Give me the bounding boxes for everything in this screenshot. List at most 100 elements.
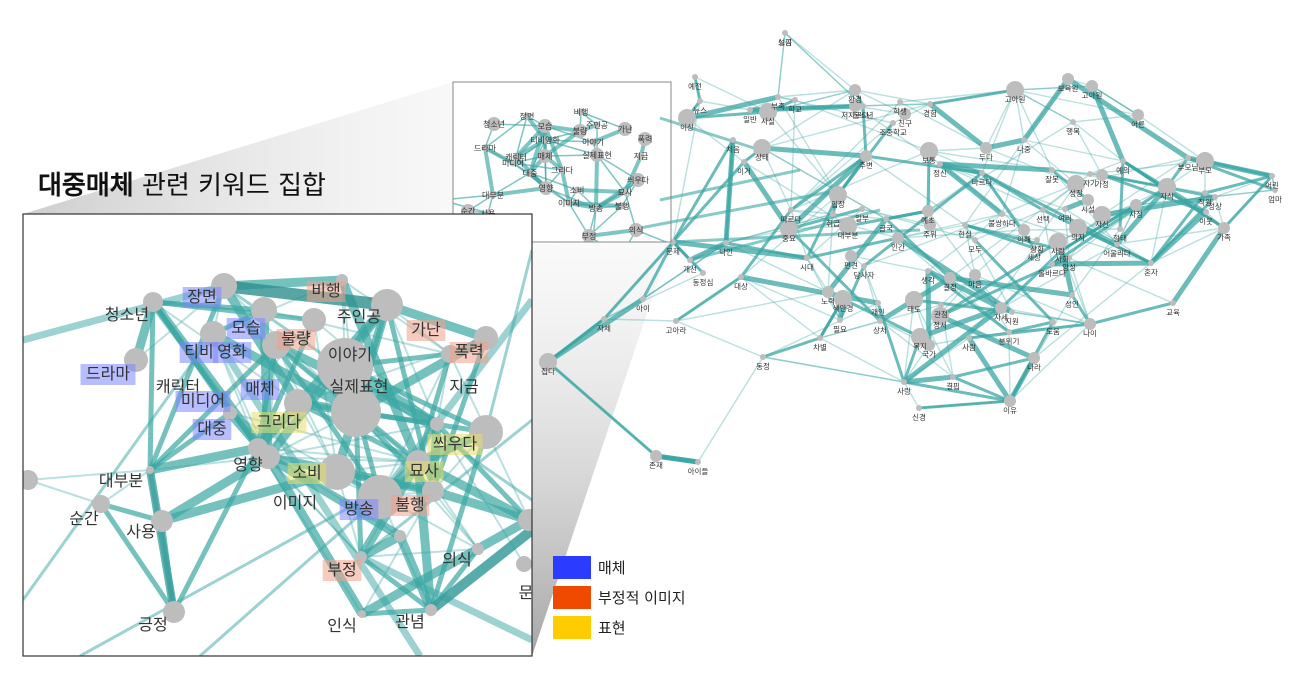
mini-edge-21 bbox=[483, 147, 495, 196]
network-node-97 bbox=[923, 339, 935, 351]
network-label-5: 학생 bbox=[893, 106, 907, 116]
network-node-40 bbox=[1130, 199, 1142, 211]
network-node-22 bbox=[1021, 137, 1027, 143]
zoom-edge-111 bbox=[432, 490, 479, 550]
mini-label-7: 캐릭터 bbox=[505, 152, 527, 162]
network-edge-205 bbox=[642, 242, 727, 300]
network-edge-245 bbox=[927, 269, 1010, 334]
network-edge-330 bbox=[603, 272, 704, 320]
network-node-68 bbox=[687, 257, 693, 263]
network-edge-159 bbox=[981, 172, 1025, 231]
network-label-16: 이상 bbox=[680, 122, 694, 132]
mini-label-29: 의식 bbox=[629, 225, 644, 235]
zoom-label-26: 불행 bbox=[395, 495, 424, 514]
network-label-97: 국가 bbox=[922, 350, 936, 359]
network-edge-160 bbox=[939, 163, 1025, 231]
network-edge-85 bbox=[1051, 169, 1103, 176]
network-edge-185 bbox=[897, 224, 966, 239]
network-label-60: 이웃 bbox=[1199, 216, 1213, 226]
mini-label-21: 묘사 bbox=[618, 188, 633, 197]
mini-node-7 bbox=[512, 153, 520, 161]
network-node-102 bbox=[1028, 352, 1040, 364]
zoom-node-32 bbox=[518, 509, 532, 531]
network-edge-272 bbox=[819, 320, 881, 339]
network-label-95: 차별 bbox=[813, 342, 827, 352]
zoom-edge-5 bbox=[147, 285, 227, 471]
network-label-56: 형태 bbox=[1113, 234, 1127, 243]
network-node-72 bbox=[738, 274, 744, 280]
network-label-9: 뉴스 bbox=[693, 106, 707, 115]
network-edge-169 bbox=[999, 248, 1064, 310]
network-edge-39 bbox=[929, 89, 1016, 105]
network-node-61 bbox=[1218, 222, 1230, 234]
network-edge-195 bbox=[671, 161, 746, 243]
zoom-label-20: 영향 bbox=[233, 455, 263, 474]
network-label-1: 예전 bbox=[688, 81, 702, 91]
network-label-100: 사람 bbox=[962, 343, 976, 352]
mini-edge-57 bbox=[576, 188, 626, 194]
network-label-28: 바르다 bbox=[972, 177, 993, 187]
network-node-95 bbox=[817, 335, 823, 341]
network-edge-79 bbox=[1072, 121, 1103, 176]
network-edge-176 bbox=[1149, 210, 1208, 265]
network-edge-260 bbox=[940, 229, 1025, 306]
network-edge-332 bbox=[603, 318, 677, 322]
network-label-50: 불쌍하다 bbox=[988, 218, 1016, 228]
mini-edge-32 bbox=[543, 129, 582, 158]
zoom-label-3: 모습 bbox=[231, 318, 260, 337]
network-bridge-edge-1 bbox=[659, 168, 801, 202]
network-edge-62 bbox=[928, 147, 987, 152]
zoom-outgoing-edge-1 bbox=[23, 333, 215, 601]
network-node-50 bbox=[999, 211, 1005, 217]
zoom-label-11: 드라마 bbox=[86, 364, 130, 383]
network-edge-296 bbox=[968, 322, 1091, 340]
network-node-75 bbox=[1034, 237, 1040, 243]
network-edge-244 bbox=[926, 268, 1003, 311]
network-edge-162 bbox=[974, 209, 1044, 241]
network-label-66: 교육 bbox=[1166, 308, 1180, 317]
network-label-72: 대상 bbox=[734, 281, 748, 291]
mini-label-17: 그리다 bbox=[551, 166, 574, 175]
network-label-63: 대부분 bbox=[838, 231, 859, 240]
network-node-35 bbox=[1087, 171, 1093, 177]
network-label-34: 부모님 bbox=[1178, 163, 1199, 172]
network-edge-278 bbox=[740, 276, 821, 339]
network-node-43 bbox=[788, 207, 794, 213]
mini-node-10 bbox=[573, 124, 587, 138]
network-label-44: 취급 bbox=[826, 219, 840, 228]
mini-edge-43 bbox=[594, 154, 599, 209]
network-edge-234 bbox=[1150, 227, 1225, 264]
zoom-node-6 bbox=[302, 308, 326, 332]
zoom-edge-114 bbox=[100, 469, 151, 505]
zoom-edge-115 bbox=[27, 469, 151, 481]
network-edge-73 bbox=[1091, 85, 1139, 116]
zoom-node-23 bbox=[146, 466, 154, 474]
network-node-51 bbox=[1040, 207, 1046, 213]
mini-label-5: 가난 bbox=[618, 125, 633, 134]
network-edge-91 bbox=[1023, 139, 1124, 162]
network-label-0: 성공 bbox=[778, 38, 792, 47]
network-edge-277 bbox=[902, 306, 1003, 384]
network-node-113 bbox=[539, 353, 557, 371]
network-node-86 bbox=[822, 286, 834, 298]
network-edge-270 bbox=[863, 265, 881, 322]
mini-node-23 bbox=[565, 199, 573, 207]
network-edges bbox=[546, 32, 1276, 465]
network-edge-310 bbox=[952, 375, 1011, 403]
mini-label-12: 미디어 bbox=[502, 158, 524, 168]
network-node-21 bbox=[980, 142, 992, 154]
zoom-label-highlight-7 bbox=[179, 342, 219, 363]
network-edge-286 bbox=[925, 270, 932, 346]
network-edge-68 bbox=[1014, 89, 1074, 123]
network-label-87: 태도 bbox=[907, 305, 921, 314]
network-label-48: 주위 bbox=[923, 230, 937, 239]
zoom-label-7: 티비 bbox=[184, 342, 213, 361]
network-edge-315 bbox=[918, 400, 1011, 409]
zoom-edge-71 bbox=[428, 431, 489, 611]
network-node-60 bbox=[1203, 209, 1209, 215]
network-node-49 bbox=[962, 222, 968, 228]
mini-edge-42 bbox=[596, 154, 626, 193]
network-node-93 bbox=[1050, 319, 1056, 325]
